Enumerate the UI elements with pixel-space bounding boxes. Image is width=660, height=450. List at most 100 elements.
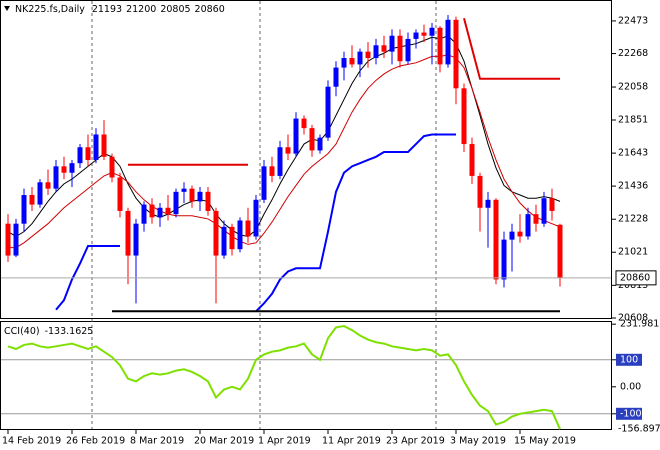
indicator-line xyxy=(7,35,561,238)
candle-body xyxy=(157,207,163,218)
candle-body xyxy=(37,182,43,205)
x-tick-label: 3 May 2019 xyxy=(450,436,506,447)
cci-last-label: -156.897 xyxy=(618,424,660,435)
candle-body xyxy=(485,199,491,208)
y-tick-label: 21021 xyxy=(618,247,648,258)
y-tick-label: 100 xyxy=(620,354,638,365)
candle-body xyxy=(61,166,67,173)
level-box xyxy=(616,407,642,420)
candle-body xyxy=(525,214,531,237)
candle-body xyxy=(405,38,411,62)
cci-panel xyxy=(0,321,612,430)
indicator-line xyxy=(8,54,561,249)
y-tick-label: 21851 xyxy=(618,114,648,125)
candle-body xyxy=(21,195,27,224)
candle-body xyxy=(557,224,563,278)
candle-body xyxy=(29,195,35,205)
candle-body xyxy=(133,223,139,256)
candle-body xyxy=(349,58,355,65)
last-price-box xyxy=(615,270,657,286)
main-panel xyxy=(0,0,612,319)
y-tick-label: 22473 xyxy=(618,15,648,26)
candle-body xyxy=(293,118,299,154)
candle-body xyxy=(365,51,371,59)
candle-body xyxy=(477,175,483,208)
candle-body xyxy=(317,137,323,151)
candle-body xyxy=(533,214,539,224)
cci-title: CCI(40) -133.1625 xyxy=(4,326,93,337)
candle-body xyxy=(85,147,91,160)
candle-body xyxy=(77,147,83,164)
candle-body xyxy=(517,231,523,237)
x-tick-label: 1 Apr 2019 xyxy=(258,436,311,447)
candle-body xyxy=(325,86,331,138)
candle-body xyxy=(453,19,459,89)
y-tick-label: 22268 xyxy=(618,48,648,59)
candle-body xyxy=(93,134,99,160)
candle-body xyxy=(125,210,131,256)
candle-body xyxy=(181,188,187,192)
header-high: 21200 xyxy=(126,4,156,15)
chart-title: NK225.fs,Daily 21193 21200 20805 20860 xyxy=(15,4,225,15)
candle-body xyxy=(493,199,499,280)
candle-body xyxy=(341,58,347,68)
last-price-label: 20860 xyxy=(620,272,650,283)
candle-body xyxy=(469,144,475,176)
candle-body xyxy=(381,45,387,52)
candle-body xyxy=(45,182,51,189)
x-tick-label: 14 Feb 2019 xyxy=(2,436,61,447)
candle-body xyxy=(421,32,427,36)
x-tick-label: 23 Apr 2019 xyxy=(386,436,445,447)
candle-body xyxy=(277,147,283,176)
candle-body xyxy=(461,88,467,145)
x-tick-label: 20 Mar 2019 xyxy=(194,436,254,447)
candle-body xyxy=(301,118,307,129)
candle-body xyxy=(429,27,435,36)
candle-body xyxy=(397,35,403,62)
candle-body xyxy=(149,204,155,218)
candle-body xyxy=(261,166,267,200)
candle-body xyxy=(165,207,171,215)
indicator-line xyxy=(55,133,456,313)
candle-body xyxy=(285,147,291,154)
candle-body xyxy=(413,32,419,39)
level-box xyxy=(616,353,642,366)
candle-body xyxy=(333,67,339,87)
cci-line xyxy=(7,325,561,430)
y-tick-label: 231.9812 xyxy=(620,319,660,330)
candle-body xyxy=(253,199,259,237)
x-tick-label: 26 Feb 2019 xyxy=(66,436,125,447)
candle-body xyxy=(213,210,219,256)
candle-body xyxy=(309,128,315,151)
candle-body xyxy=(221,226,227,256)
cci-name: CCI(40) xyxy=(4,326,40,337)
candle-body xyxy=(229,226,235,250)
x-tick-label: 11 Apr 2019 xyxy=(322,436,381,447)
y-tick-label: 21643 xyxy=(618,148,648,159)
symbol: NK225.fs,Daily xyxy=(15,4,85,15)
candle-body xyxy=(357,51,363,65)
y-tick-label: 22058 xyxy=(618,82,648,93)
candle-body xyxy=(541,198,547,224)
candle-body xyxy=(445,19,451,65)
cci-value: -133.1625 xyxy=(45,326,94,337)
candle-body xyxy=(509,231,515,240)
plot-layer xyxy=(1,15,611,430)
candle-body xyxy=(237,220,243,250)
candle-body xyxy=(53,166,59,189)
candle-body xyxy=(141,204,147,224)
candle-body xyxy=(389,35,395,52)
candle-body xyxy=(501,239,507,280)
candle-body xyxy=(5,223,11,256)
y-tick-label: 0.00 xyxy=(620,381,641,392)
candle-body xyxy=(549,198,555,211)
y-tick-label: -100 xyxy=(620,408,642,419)
candle-body xyxy=(205,191,211,211)
candle-body xyxy=(437,27,443,65)
candle-body xyxy=(197,191,203,202)
y-tick-label: 20608 xyxy=(618,313,648,324)
header-open: 21193 xyxy=(92,4,122,15)
candle-body xyxy=(101,134,107,157)
candle-body xyxy=(373,45,379,59)
